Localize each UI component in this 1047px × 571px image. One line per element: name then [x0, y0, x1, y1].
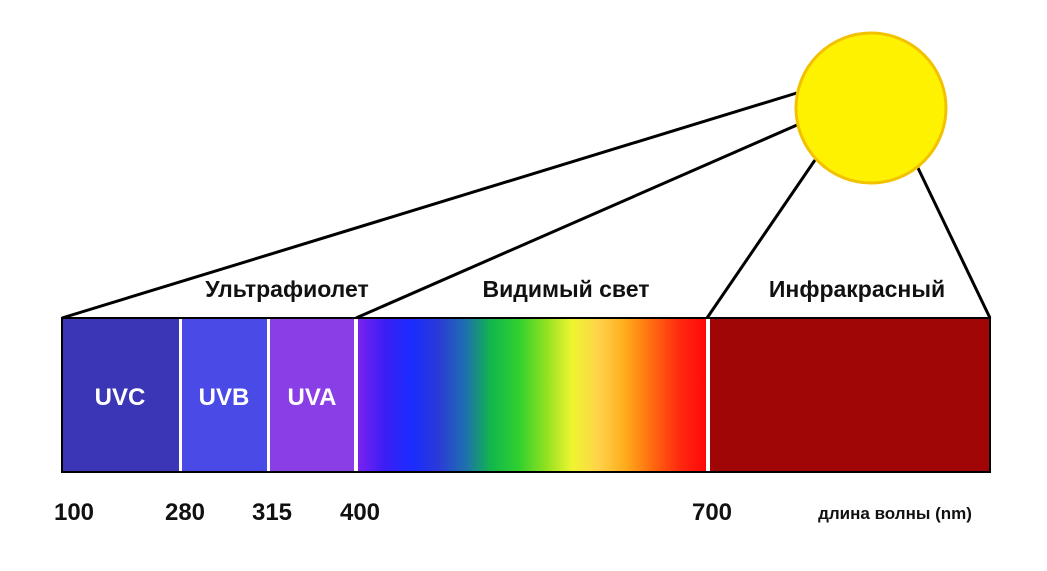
tick-280: 280 — [165, 499, 205, 526]
tick-700: 700 — [692, 499, 732, 526]
wavelength-axis: 100 280 315 400 700 длина волны (nm) — [54, 499, 972, 526]
spectrum-outline — [61, 317, 991, 473]
label-ultraviolet: Ультрафиолет — [205, 276, 369, 302]
label-uvc: UVC — [95, 384, 146, 411]
band-infrared — [710, 318, 990, 472]
label-uvb: UVB — [199, 384, 250, 411]
axis-label-wavelength: длина волны (nm) — [818, 504, 972, 523]
spectrum-bar — [61, 317, 991, 473]
band-visible — [358, 318, 706, 472]
tick-400: 400 — [340, 499, 380, 526]
band-uva — [270, 318, 354, 472]
label-infrared: Инфракрасный — [769, 276, 945, 302]
band-uvc — [62, 318, 179, 472]
label-uva: UVA — [288, 384, 337, 411]
label-visible-light: Видимый свет — [482, 276, 649, 302]
tick-315: 315 — [252, 499, 292, 526]
ray-to-uv-start — [61, 90, 801, 320]
ray-to-ir-end — [916, 167, 992, 319]
ray-to-ir-start — [705, 159, 817, 319]
tick-100: 100 — [54, 499, 94, 526]
sun — [794, 31, 948, 185]
ray-to-uv-end — [355, 123, 798, 320]
sun-rays — [61, 90, 992, 320]
band-uvb — [182, 318, 267, 472]
